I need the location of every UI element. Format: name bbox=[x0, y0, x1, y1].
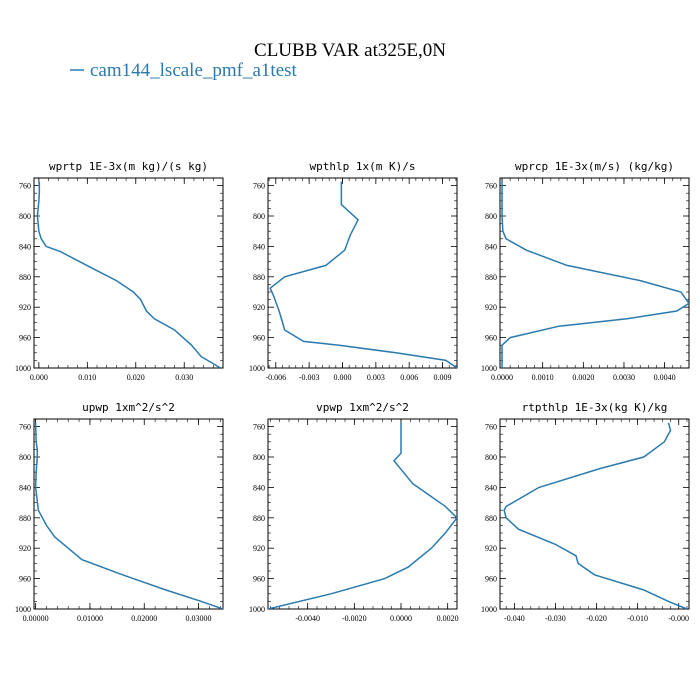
x-tick-label: 0.0020 bbox=[437, 614, 459, 623]
x-tick-label: 0.000 bbox=[30, 373, 48, 382]
y-tick-label: 800 bbox=[19, 453, 31, 462]
panel-title: wpthlp 1x(m K)/s bbox=[310, 160, 416, 173]
y-tick-label: 1000 bbox=[481, 364, 497, 373]
x-tick-label: 0.0040 bbox=[654, 373, 676, 382]
y-tick-label: 800 bbox=[485, 453, 497, 462]
x-tick-label: 0.0010 bbox=[532, 373, 554, 382]
x-tick-label: 0.01000 bbox=[77, 614, 103, 623]
y-tick-label: 760 bbox=[19, 182, 31, 191]
y-tick-label: 960 bbox=[19, 334, 31, 343]
y-tick-label: 760 bbox=[485, 423, 497, 432]
x-tick-label: 0.0000 bbox=[390, 614, 412, 623]
y-tick-label: 960 bbox=[19, 575, 31, 584]
x-tick-label: 0.006 bbox=[400, 373, 418, 382]
y-tick-label: 1000 bbox=[15, 364, 31, 373]
panel-3: wprcp 1E-3x(m/s) (kg/kg) 760 800 840 880 920 9… bbox=[481, 160, 690, 382]
x-tick-label: -0.003 bbox=[299, 373, 320, 382]
panel-title: wprtp 1E-3x(m kg)/(s kg) bbox=[49, 160, 208, 173]
series-line bbox=[269, 181, 457, 368]
x-tick-label: -0.006 bbox=[265, 373, 286, 382]
x-tick-label: 0.03000 bbox=[186, 614, 212, 623]
y-tick-label: 920 bbox=[253, 303, 265, 312]
x-tick-label: 0.0030 bbox=[613, 373, 635, 382]
y-tick-label: 920 bbox=[253, 544, 265, 553]
y-tick-label: 920 bbox=[485, 544, 497, 553]
y-tick-label: 840 bbox=[253, 483, 265, 492]
y-tick-label: 760 bbox=[253, 182, 265, 191]
panel-1: wprtp 1E-3x(m kg)/(s kg) 760 800 840 880 920 9… bbox=[15, 160, 224, 382]
x-tick-label: -0.0020 bbox=[342, 614, 367, 623]
y-tick-label: 960 bbox=[485, 334, 497, 343]
legend: cam144_lscale_pmf_a1test bbox=[70, 60, 298, 81]
panel-2: wpthlp 1x(m K)/s7608008408809209601000-0… bbox=[249, 160, 458, 382]
y-tick-label: 840 bbox=[19, 242, 31, 251]
y-tick-label: 1000 bbox=[481, 605, 497, 614]
x-tick-label: -0.030 bbox=[545, 614, 566, 623]
x-tick-label: 0.020 bbox=[127, 373, 145, 382]
x-tick-label: -0.0040 bbox=[295, 614, 320, 623]
panel-title: upwp 1xm^2/s^2 bbox=[82, 401, 175, 414]
y-tick-label: 880 bbox=[253, 514, 265, 523]
panel-title: vpwp 1xm^2/s^2 bbox=[316, 401, 409, 414]
y-tick-label: 880 bbox=[485, 514, 497, 523]
y-tick-label: 800 bbox=[485, 212, 497, 221]
y-tick-label: 760 bbox=[253, 423, 265, 432]
y-tick-label: 800 bbox=[253, 453, 265, 462]
y-tick-label: 840 bbox=[485, 483, 497, 492]
x-tick-label: -0.000 bbox=[668, 614, 689, 623]
panel-4: upwp 1xm^2/s^2 760 800 840 880 920 960 10000.00… bbox=[15, 401, 224, 623]
series-line bbox=[501, 181, 689, 368]
x-tick-label: 0.02000 bbox=[131, 614, 157, 623]
axes-frame bbox=[33, 418, 224, 610]
x-tick-label: 0.010 bbox=[78, 373, 96, 382]
y-tick-label: 960 bbox=[253, 575, 265, 584]
y-tick-label: 880 bbox=[19, 514, 31, 523]
y-tick-label: 800 bbox=[19, 212, 31, 221]
x-tick-label: 0.003 bbox=[367, 373, 385, 382]
figure-title: CLUBB VAR at325E,0N bbox=[254, 40, 446, 61]
panel-6: rtpthlp 1E-3x(kg K)/kg 760 800 840 880 920 960… bbox=[481, 401, 690, 623]
y-tick-label: 760 bbox=[19, 423, 31, 432]
y-tick-label: 840 bbox=[485, 242, 497, 251]
y-tick-label: 800 bbox=[253, 212, 265, 221]
series-line bbox=[36, 181, 221, 368]
axes-frame bbox=[499, 418, 690, 610]
y-tick-label: 1000 bbox=[15, 605, 31, 614]
y-tick-label: 960 bbox=[253, 334, 265, 343]
y-tick-label: 840 bbox=[19, 483, 31, 492]
series-line bbox=[34, 422, 223, 609]
y-tick-label: 880 bbox=[485, 273, 497, 282]
axes-frame bbox=[267, 177, 458, 369]
panel-title: rtpthlp 1E-3x(kg K)/kg bbox=[522, 401, 668, 414]
x-tick-label: 0.0000 bbox=[491, 373, 513, 382]
y-tick-label: 920 bbox=[485, 303, 497, 312]
y-tick-label: 960 bbox=[485, 575, 497, 584]
x-tick-label: 0.030 bbox=[175, 373, 193, 382]
y-tick-label: 880 bbox=[253, 273, 265, 282]
x-tick-label: 0.000 bbox=[333, 373, 351, 382]
panel-5: vpwp 1xm^2/s^2 760 800 840 880 920 960 1000 -0.0… bbox=[249, 401, 459, 623]
x-tick-label: 0.00000 bbox=[23, 614, 49, 623]
y-tick-label: 1000 bbox=[249, 364, 265, 373]
y-tick-label: 920 bbox=[19, 303, 31, 312]
legend-label: cam144_lscale_pmf_a1test bbox=[90, 60, 298, 81]
y-tick-label: 1000 bbox=[249, 605, 265, 614]
panel-title: wprcp 1E-3x(m/s) (kg/kg) bbox=[515, 160, 674, 173]
panels: wprtp 1E-3x(m kg)/(s kg) 760 800 840 880 920 9… bbox=[15, 160, 690, 623]
x-tick-label: 0.009 bbox=[434, 373, 452, 382]
x-tick-label: -0.020 bbox=[586, 614, 607, 623]
series-line bbox=[268, 422, 457, 609]
series-line bbox=[503, 422, 688, 609]
x-tick-label: 0.0020 bbox=[572, 373, 594, 382]
x-tick-label: -0.010 bbox=[627, 614, 648, 623]
axes-frame bbox=[33, 177, 224, 369]
y-tick-label: 840 bbox=[253, 242, 265, 251]
axes-frame bbox=[267, 418, 458, 610]
y-tick-label: 880 bbox=[19, 273, 31, 282]
x-tick-label: -0.040 bbox=[504, 614, 525, 623]
axes-frame bbox=[499, 177, 690, 369]
y-tick-label: 920 bbox=[19, 544, 31, 553]
y-tick-label: 760 bbox=[485, 182, 497, 191]
